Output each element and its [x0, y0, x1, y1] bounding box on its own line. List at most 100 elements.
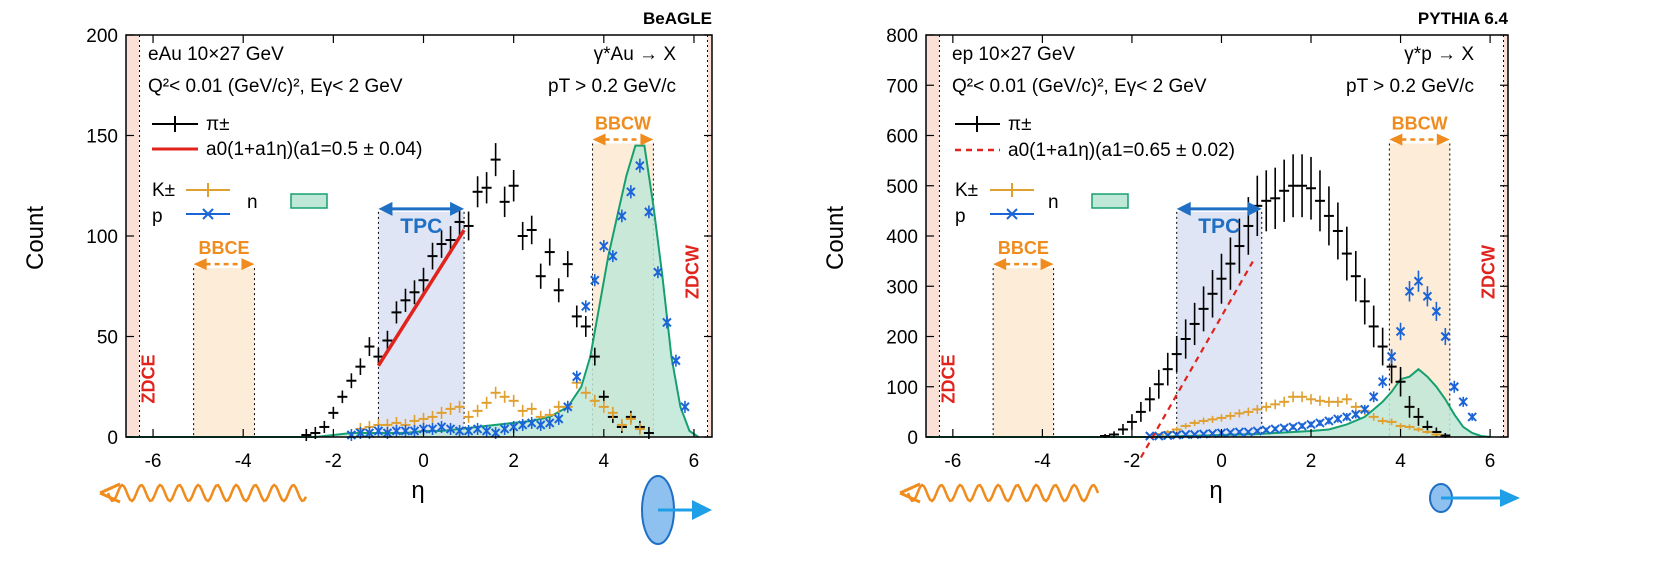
beagle-proton-marker — [671, 355, 681, 366]
pythia-kaon-point — [1368, 413, 1379, 421]
pythia-x-tick-label: 2 — [1306, 451, 1317, 472]
pythia-x-tick-label: -6 — [944, 451, 961, 472]
pythia-kaon-point — [1422, 430, 1433, 434]
pythia-proton-point — [1270, 424, 1280, 434]
beagle-proton-point — [391, 424, 402, 437]
beagle-x-tick-label: 6 — [689, 451, 700, 472]
pythia-proton-marker — [1234, 427, 1245, 437]
pythia-kaon-point — [1297, 391, 1308, 403]
beagle-pion-point — [463, 211, 474, 241]
pythia-kaon-point — [1323, 396, 1334, 407]
beagle-legend-neutron-box — [290, 193, 328, 209]
beagle-proton-point — [463, 424, 474, 437]
beagle-pion-point — [364, 337, 375, 356]
pythia-kaon-point — [1207, 415, 1218, 423]
beagle-kaon-point — [598, 400, 609, 413]
beagle-proton-point — [427, 422, 438, 435]
pythia-y-tick-label: 200 — [886, 328, 918, 349]
pythia-kaon-point — [1413, 427, 1424, 432]
pythia-zdce-label: ZDCE — [938, 355, 958, 404]
pythia-proton-point — [1252, 426, 1262, 436]
pythia-proton-point — [1368, 391, 1379, 403]
pythia-proton-point — [1234, 427, 1245, 437]
beagle-bbcw-label: BBCW — [595, 114, 651, 134]
beagle-pion-point — [427, 242, 438, 270]
beagle-pion-point — [490, 143, 501, 177]
beagle-proton-marker — [644, 207, 654, 217]
pythia-kaon-point — [1386, 418, 1397, 426]
beagle-x-tick-label: 4 — [599, 451, 610, 472]
pythia-bbcw-arrowhead-right-icon — [1436, 133, 1450, 146]
beagle-proton-point — [554, 412, 564, 425]
beagle-proton-point — [581, 300, 591, 313]
pythia-proton-marker — [1386, 351, 1397, 362]
pythia-proton-marker — [1270, 424, 1280, 434]
beagle-x-tick-label: -4 — [235, 451, 252, 472]
pythia-legend-proton-marker — [1006, 208, 1018, 220]
beagle-proton-marker — [626, 187, 636, 197]
pythia-beam-arrowhead-icon — [1500, 489, 1520, 507]
beagle-proton-point — [517, 418, 528, 431]
pythia-process-label: γ*p → X — [1404, 44, 1474, 65]
beagle-proton-marker — [427, 424, 438, 434]
beagle-proton-point — [653, 266, 663, 279]
beagle-proton-point — [644, 205, 654, 219]
beagle-proton-marker — [680, 402, 690, 412]
pythia-proton-marker — [1225, 427, 1236, 438]
beagle-tpc-arrowhead-left-icon — [378, 201, 393, 216]
pythia-proton-marker — [1288, 422, 1298, 432]
pythia-system-label: ep 10×27 GeV — [952, 44, 1075, 65]
pythia-panel: -6 -4 -2 0 2 4 6 0 100 200 300 400 500 600 700 800 PYTH… — [822, 9, 1520, 513]
beagle-bbce-arrowhead-left-icon — [193, 258, 207, 271]
beagle-proton-point — [662, 316, 672, 329]
beagle-kaon-point — [436, 406, 447, 419]
pythia-proton-point — [1377, 375, 1388, 389]
pythia-kaon-point — [1377, 417, 1388, 425]
beagle-proton-marker — [508, 422, 519, 432]
beagle-bbce-arrowhead-right-icon — [241, 258, 255, 271]
beagle-pion-point — [355, 358, 366, 375]
beagle-zdce-label: ZDCE — [139, 355, 159, 404]
pythia-bbce-arrowhead-right-icon — [1040, 258, 1054, 271]
pythia-axes — [925, 34, 1509, 438]
beagle-pion-point — [400, 288, 411, 312]
beagle-kaon-point — [427, 410, 438, 423]
pythia-pion-point — [1216, 253, 1227, 304]
pythia-proton-point — [1440, 327, 1451, 346]
pythia-proton-point — [1315, 418, 1325, 428]
pythia-proton-point — [1404, 281, 1415, 302]
pythia-pion-point — [1314, 170, 1325, 232]
beagle-kaon-point — [499, 390, 510, 403]
pythia-y-tick-label: 800 — [886, 26, 918, 47]
pythia-pion-point — [1225, 237, 1236, 290]
pythia-photon-arrow — [899, 482, 1100, 504]
beagle-markers — [301, 143, 690, 442]
pythia-detector-labels: ZDCE BBCE TPC BBCW ZDCW — [938, 114, 1498, 404]
pythia-proton-point — [1243, 427, 1254, 437]
beagle-bbcw-arrowhead-right-icon — [640, 133, 654, 146]
pythia-kaon-point — [1234, 409, 1245, 418]
beagle-proton-marker — [454, 426, 465, 436]
beagle-neutron-area — [126, 145, 699, 437]
beagle-kaon-point — [454, 400, 465, 413]
beagle-proton-point — [454, 424, 465, 437]
beagle-pion-point — [553, 278, 564, 303]
beagle-process-label: γ*Au → X — [594, 44, 677, 65]
pythia-pion-point — [1180, 319, 1191, 359]
beagle-x-tick-label: -2 — [325, 451, 342, 472]
beagle-proton-marker — [608, 251, 618, 261]
beagle-proton-point — [590, 274, 600, 287]
beagle-photon-arrowhead-icon — [99, 482, 121, 504]
pythia-kaon-point — [1279, 396, 1290, 407]
pythia-pion-point — [1171, 336, 1182, 373]
beagle-tick-labels: -6 -4 -2 0 2 4 6 0 50 100 150 200 — [86, 26, 699, 472]
pythia-pion-point — [1323, 186, 1334, 246]
beagle-band-bbce — [193, 268, 255, 437]
beagle-proton-marker — [490, 428, 501, 438]
beagle-pion-point — [580, 316, 591, 337]
beagle-proton-marker — [653, 267, 663, 277]
pythia-fit-line — [1139, 260, 1254, 459]
beagle-photon-wave-icon — [106, 483, 308, 503]
pythia-proton-point — [1413, 270, 1424, 292]
beagle-proton-marker — [409, 426, 420, 436]
